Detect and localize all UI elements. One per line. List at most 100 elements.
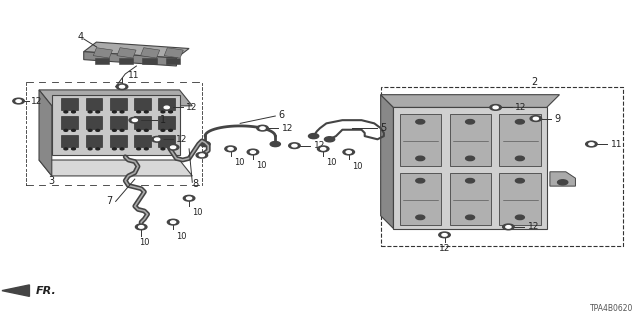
Text: 10: 10 (176, 232, 187, 241)
Text: 9: 9 (554, 114, 561, 124)
Circle shape (515, 179, 524, 183)
Polygon shape (84, 52, 177, 66)
Text: 12: 12 (176, 135, 188, 144)
Circle shape (139, 226, 144, 228)
Circle shape (72, 148, 76, 150)
Circle shape (466, 179, 474, 183)
Circle shape (170, 221, 176, 223)
Circle shape (88, 111, 92, 113)
Bar (450, 114, 491, 166)
Text: TPA4B0620: TPA4B0620 (589, 304, 633, 313)
Circle shape (88, 129, 92, 131)
Circle shape (145, 129, 148, 131)
Text: 2: 2 (531, 77, 537, 87)
Polygon shape (95, 58, 109, 64)
Circle shape (530, 116, 541, 122)
Circle shape (270, 141, 280, 147)
Text: 5: 5 (381, 123, 387, 133)
Circle shape (96, 111, 100, 113)
Text: 7: 7 (106, 196, 113, 206)
Text: 10: 10 (352, 162, 362, 171)
Circle shape (183, 196, 195, 201)
Circle shape (260, 127, 265, 129)
Circle shape (292, 144, 297, 147)
Text: 12: 12 (282, 124, 293, 132)
Circle shape (324, 137, 335, 142)
Circle shape (416, 179, 425, 183)
Text: 12: 12 (186, 103, 197, 112)
Circle shape (145, 111, 148, 113)
Circle shape (64, 129, 68, 131)
Circle shape (137, 129, 141, 131)
Text: 6: 6 (278, 110, 285, 120)
Text: 1: 1 (161, 115, 166, 125)
Circle shape (515, 156, 524, 161)
Circle shape (506, 226, 511, 228)
Polygon shape (93, 48, 113, 58)
Circle shape (152, 136, 163, 142)
Circle shape (96, 129, 100, 131)
Polygon shape (550, 172, 575, 186)
Circle shape (13, 98, 24, 104)
Text: 12: 12 (515, 103, 526, 112)
Circle shape (169, 111, 173, 113)
Bar (499, 114, 541, 166)
Circle shape (169, 148, 173, 150)
Circle shape (120, 85, 125, 88)
Circle shape (416, 120, 425, 124)
Text: 3: 3 (49, 176, 54, 186)
Circle shape (120, 111, 124, 113)
Bar (110, 116, 127, 129)
Text: 8: 8 (192, 179, 198, 189)
Circle shape (96, 148, 100, 150)
Polygon shape (141, 48, 160, 58)
Circle shape (490, 105, 501, 110)
Circle shape (589, 143, 594, 145)
Circle shape (416, 215, 425, 220)
Bar (159, 98, 175, 110)
Polygon shape (166, 58, 180, 64)
Circle shape (343, 149, 355, 155)
Circle shape (196, 152, 207, 158)
Circle shape (161, 111, 165, 113)
Circle shape (557, 180, 568, 185)
Polygon shape (39, 90, 52, 176)
Circle shape (161, 148, 165, 150)
Text: 10: 10 (192, 208, 203, 217)
Circle shape (120, 129, 124, 131)
Circle shape (442, 234, 447, 236)
Circle shape (136, 224, 147, 230)
Circle shape (186, 197, 191, 200)
Circle shape (317, 146, 329, 152)
Bar (134, 98, 151, 110)
Text: 12: 12 (439, 244, 450, 253)
Circle shape (466, 120, 474, 124)
Circle shape (161, 105, 173, 110)
Bar (159, 116, 175, 129)
Circle shape (346, 151, 351, 153)
Circle shape (129, 117, 141, 123)
Bar (61, 134, 78, 147)
Polygon shape (39, 160, 192, 176)
Circle shape (137, 148, 141, 150)
Circle shape (228, 148, 233, 150)
Circle shape (116, 84, 128, 90)
Circle shape (493, 106, 498, 109)
Circle shape (168, 219, 179, 225)
Polygon shape (164, 48, 183, 58)
Bar (400, 173, 442, 225)
Text: 10: 10 (139, 238, 150, 247)
Text: 4: 4 (77, 32, 84, 42)
Polygon shape (381, 95, 559, 108)
Circle shape (88, 148, 92, 150)
Circle shape (257, 125, 268, 131)
Circle shape (321, 148, 326, 150)
Circle shape (416, 156, 425, 161)
Bar (86, 134, 102, 147)
Polygon shape (117, 48, 136, 58)
Bar (86, 98, 102, 110)
Circle shape (120, 148, 124, 150)
Bar (61, 116, 78, 129)
Polygon shape (381, 95, 394, 228)
Circle shape (502, 224, 514, 230)
